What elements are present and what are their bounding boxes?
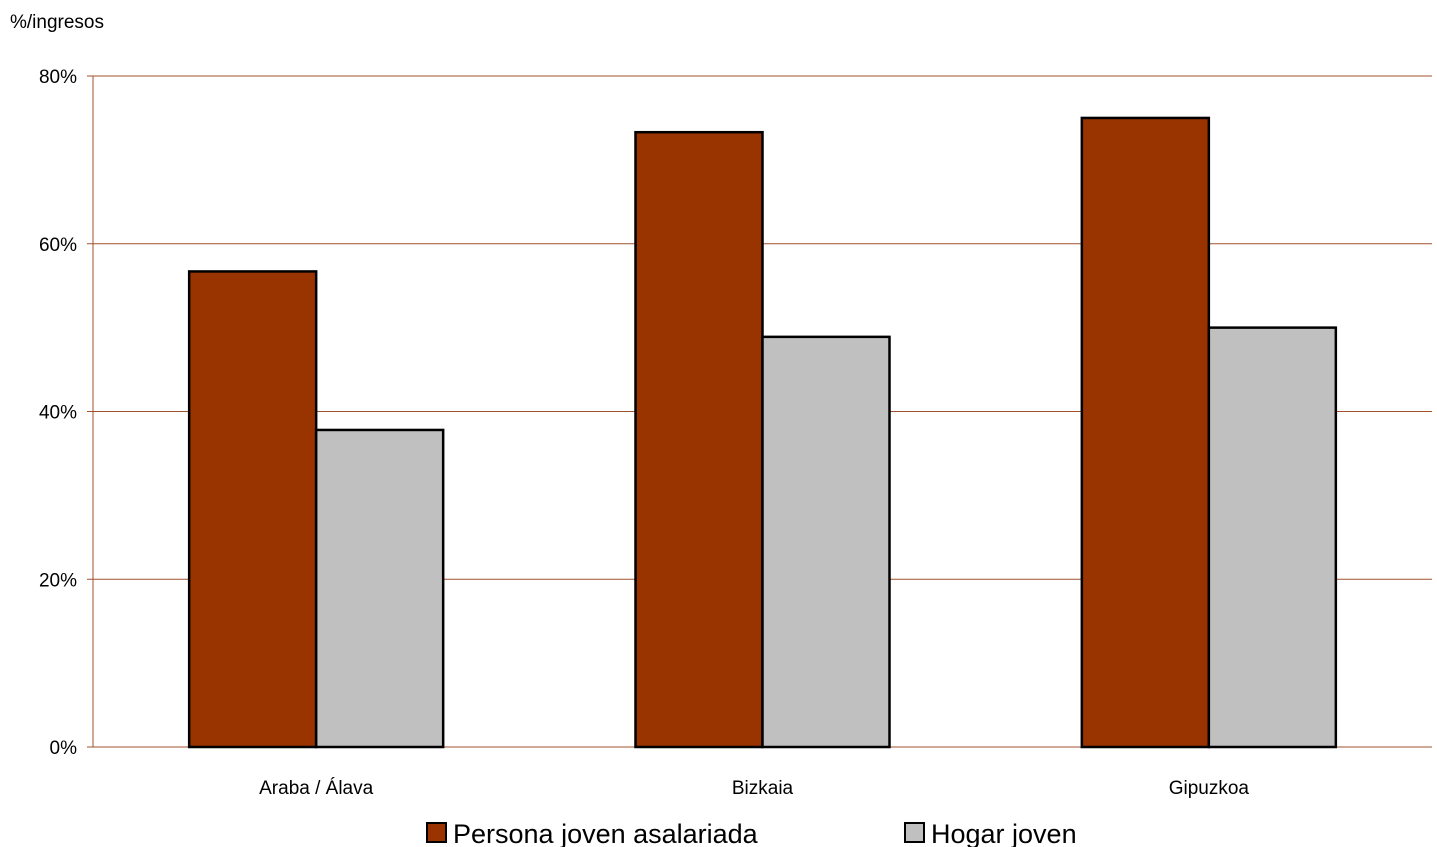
bar (314, 428, 445, 749)
y-tick-labels: 0% 20% 40% 60% 80% (39, 67, 77, 759)
legend-swatch (904, 822, 925, 843)
bar (761, 335, 891, 749)
bar (1207, 326, 1338, 749)
category-label: Bizkaia (732, 778, 794, 799)
category-label: Araba / Álava (259, 778, 373, 799)
category-label: Gipuzkoa (1169, 778, 1250, 799)
y-tick-label: 40% (39, 403, 77, 424)
y-tick-label: 60% (39, 235, 77, 256)
legend-swatch (426, 822, 447, 843)
category-labels: Araba / Álava Bizkaia Gipuzkoa (259, 778, 1249, 799)
legend-label: Hogar joven (931, 819, 1077, 847)
y-axis-label: %/ingresos (10, 12, 104, 33)
bar (1080, 116, 1211, 749)
y-tick-label: 80% (39, 67, 77, 88)
legend: Persona joven asalariada Hogar joven (426, 819, 1077, 847)
bar (187, 270, 318, 749)
bar (634, 130, 764, 749)
bars (187, 116, 1338, 749)
y-tick-label: 20% (39, 570, 77, 591)
legend-label: Persona joven asalariada (453, 819, 759, 847)
y-tick-label: 0% (50, 738, 78, 759)
